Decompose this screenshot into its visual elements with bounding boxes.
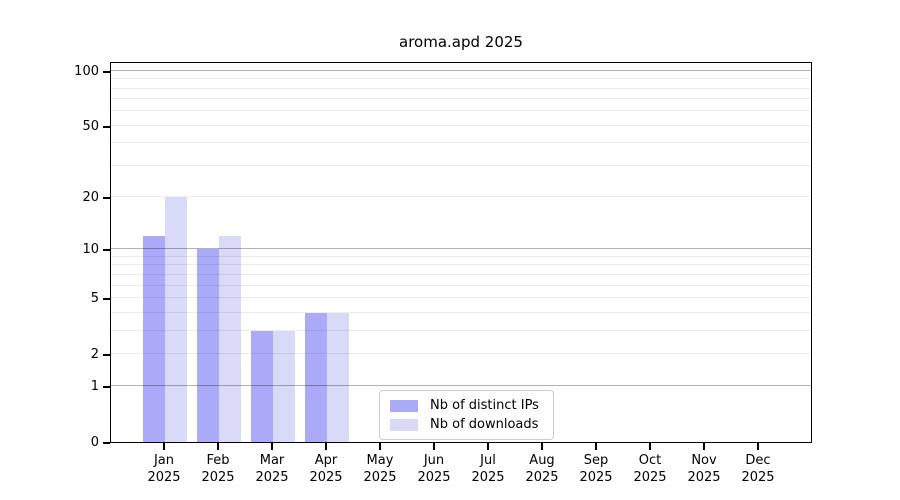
gridline-minor-60 [111,110,811,112]
legend-item-downloads: Nb of downloads [390,417,539,432]
bar-jan-distinct-ips [143,235,165,442]
x-tick-mark-jan [163,443,165,450]
legend-label-downloads: Nb of downloads [430,417,539,432]
y-tick-label-100: 100 [74,63,99,79]
x-tick-mark-jun [433,443,435,450]
gridline-minor-70 [111,98,811,100]
legend: Nb of distinct IPs Nb of downloads [379,390,554,440]
y-tick-mark-5 [103,297,110,300]
y-tick-mark-100 [103,70,110,73]
y-tick-label-0: 0 [90,435,99,450]
x-tick-mark-mar [271,443,273,450]
bar-feb-distinct-ips [197,249,219,442]
x-tick-label-mar: Mar 2025 [255,453,289,485]
legend-item-distinct-ips: Nb of distinct IPs [390,398,539,413]
gridline-major-1 [111,385,811,387]
gridline-minor-80 [111,87,811,89]
x-tick-label-jan: Jan 2025 [147,453,181,485]
gridline-minor-4 [111,311,811,313]
x-tick-label-apr: Apr 2025 [309,453,343,485]
y-tick-mark-50 [103,125,110,128]
gridline-minor-30 [111,164,811,166]
y-tick-label-5: 5 [90,290,99,306]
gridline-minor-6 [111,284,811,286]
legend-swatch-distinct-ips [390,399,418,412]
x-tick-label-aug: Aug 2025 [525,453,559,485]
x-tick-mark-aug [541,443,543,450]
y-tick-label-20: 20 [82,190,99,206]
gridline-minor-7 [111,273,811,275]
y-tick-label-10: 10 [82,242,99,258]
bar-feb-downloads [219,235,241,442]
gridline-minor-8 [111,264,811,266]
x-tick-label-oct: Oct 2025 [633,453,667,485]
x-tick-mark-feb [217,443,219,450]
legend-swatch-downloads [390,418,418,431]
y-tick-label-2: 2 [90,346,99,362]
bar-apr-distinct-ips [305,312,327,442]
x-tick-label-sep: Sep 2025 [579,453,613,485]
chart-title: aroma.apd 2025 [399,33,523,51]
x-tick-mark-dec [757,443,759,450]
y-tick-mark-10 [103,249,110,252]
y-tick-mark-0 [103,442,110,444]
bar-jan-downloads [165,197,187,442]
gridline-minor-3 [111,329,811,331]
x-tick-mark-oct [649,443,651,450]
gridline-minor-90 [111,78,811,80]
gridline-major-10 [111,248,811,250]
x-tick-label-feb: Feb 2025 [201,453,235,485]
x-tick-mark-nov [703,443,705,450]
x-tick-mark-apr [325,443,327,450]
y-tick-mark-20 [103,197,110,200]
gridline-minor-5 [111,296,811,298]
gridline-major-100 [111,69,811,71]
gridline-minor-40 [111,142,811,144]
x-tick-label-jul: Jul 2025 [471,453,505,485]
x-tick-mark-sep [595,443,597,450]
bar-mar-downloads [273,330,295,442]
plot-area: Nb of distinct IPs Nb of downloads [110,62,812,443]
legend-label-distinct-ips: Nb of distinct IPs [430,398,539,413]
bar-mar-distinct-ips [251,330,273,442]
x-tick-label-jun: Jun 2025 [417,453,451,485]
x-tick-mark-may [379,443,381,450]
gridline-minor-50 [111,124,811,126]
y-tick-mark-1 [103,386,110,389]
x-tick-label-nov: Nov 2025 [687,453,721,485]
x-tick-label-may: May 2025 [363,453,397,485]
x-tick-label-dec: Dec 2025 [741,453,775,485]
x-tick-mark-jul [487,443,489,450]
y-tick-label-1: 1 [90,379,99,395]
gridline-minor-9 [111,255,811,257]
y-tick-label-50: 50 [82,118,99,134]
gridline-minor-20 [111,196,811,198]
y-tick-mark-2 [103,353,110,356]
gridline-minor-2 [111,352,811,354]
bar-apr-downloads [327,312,349,442]
